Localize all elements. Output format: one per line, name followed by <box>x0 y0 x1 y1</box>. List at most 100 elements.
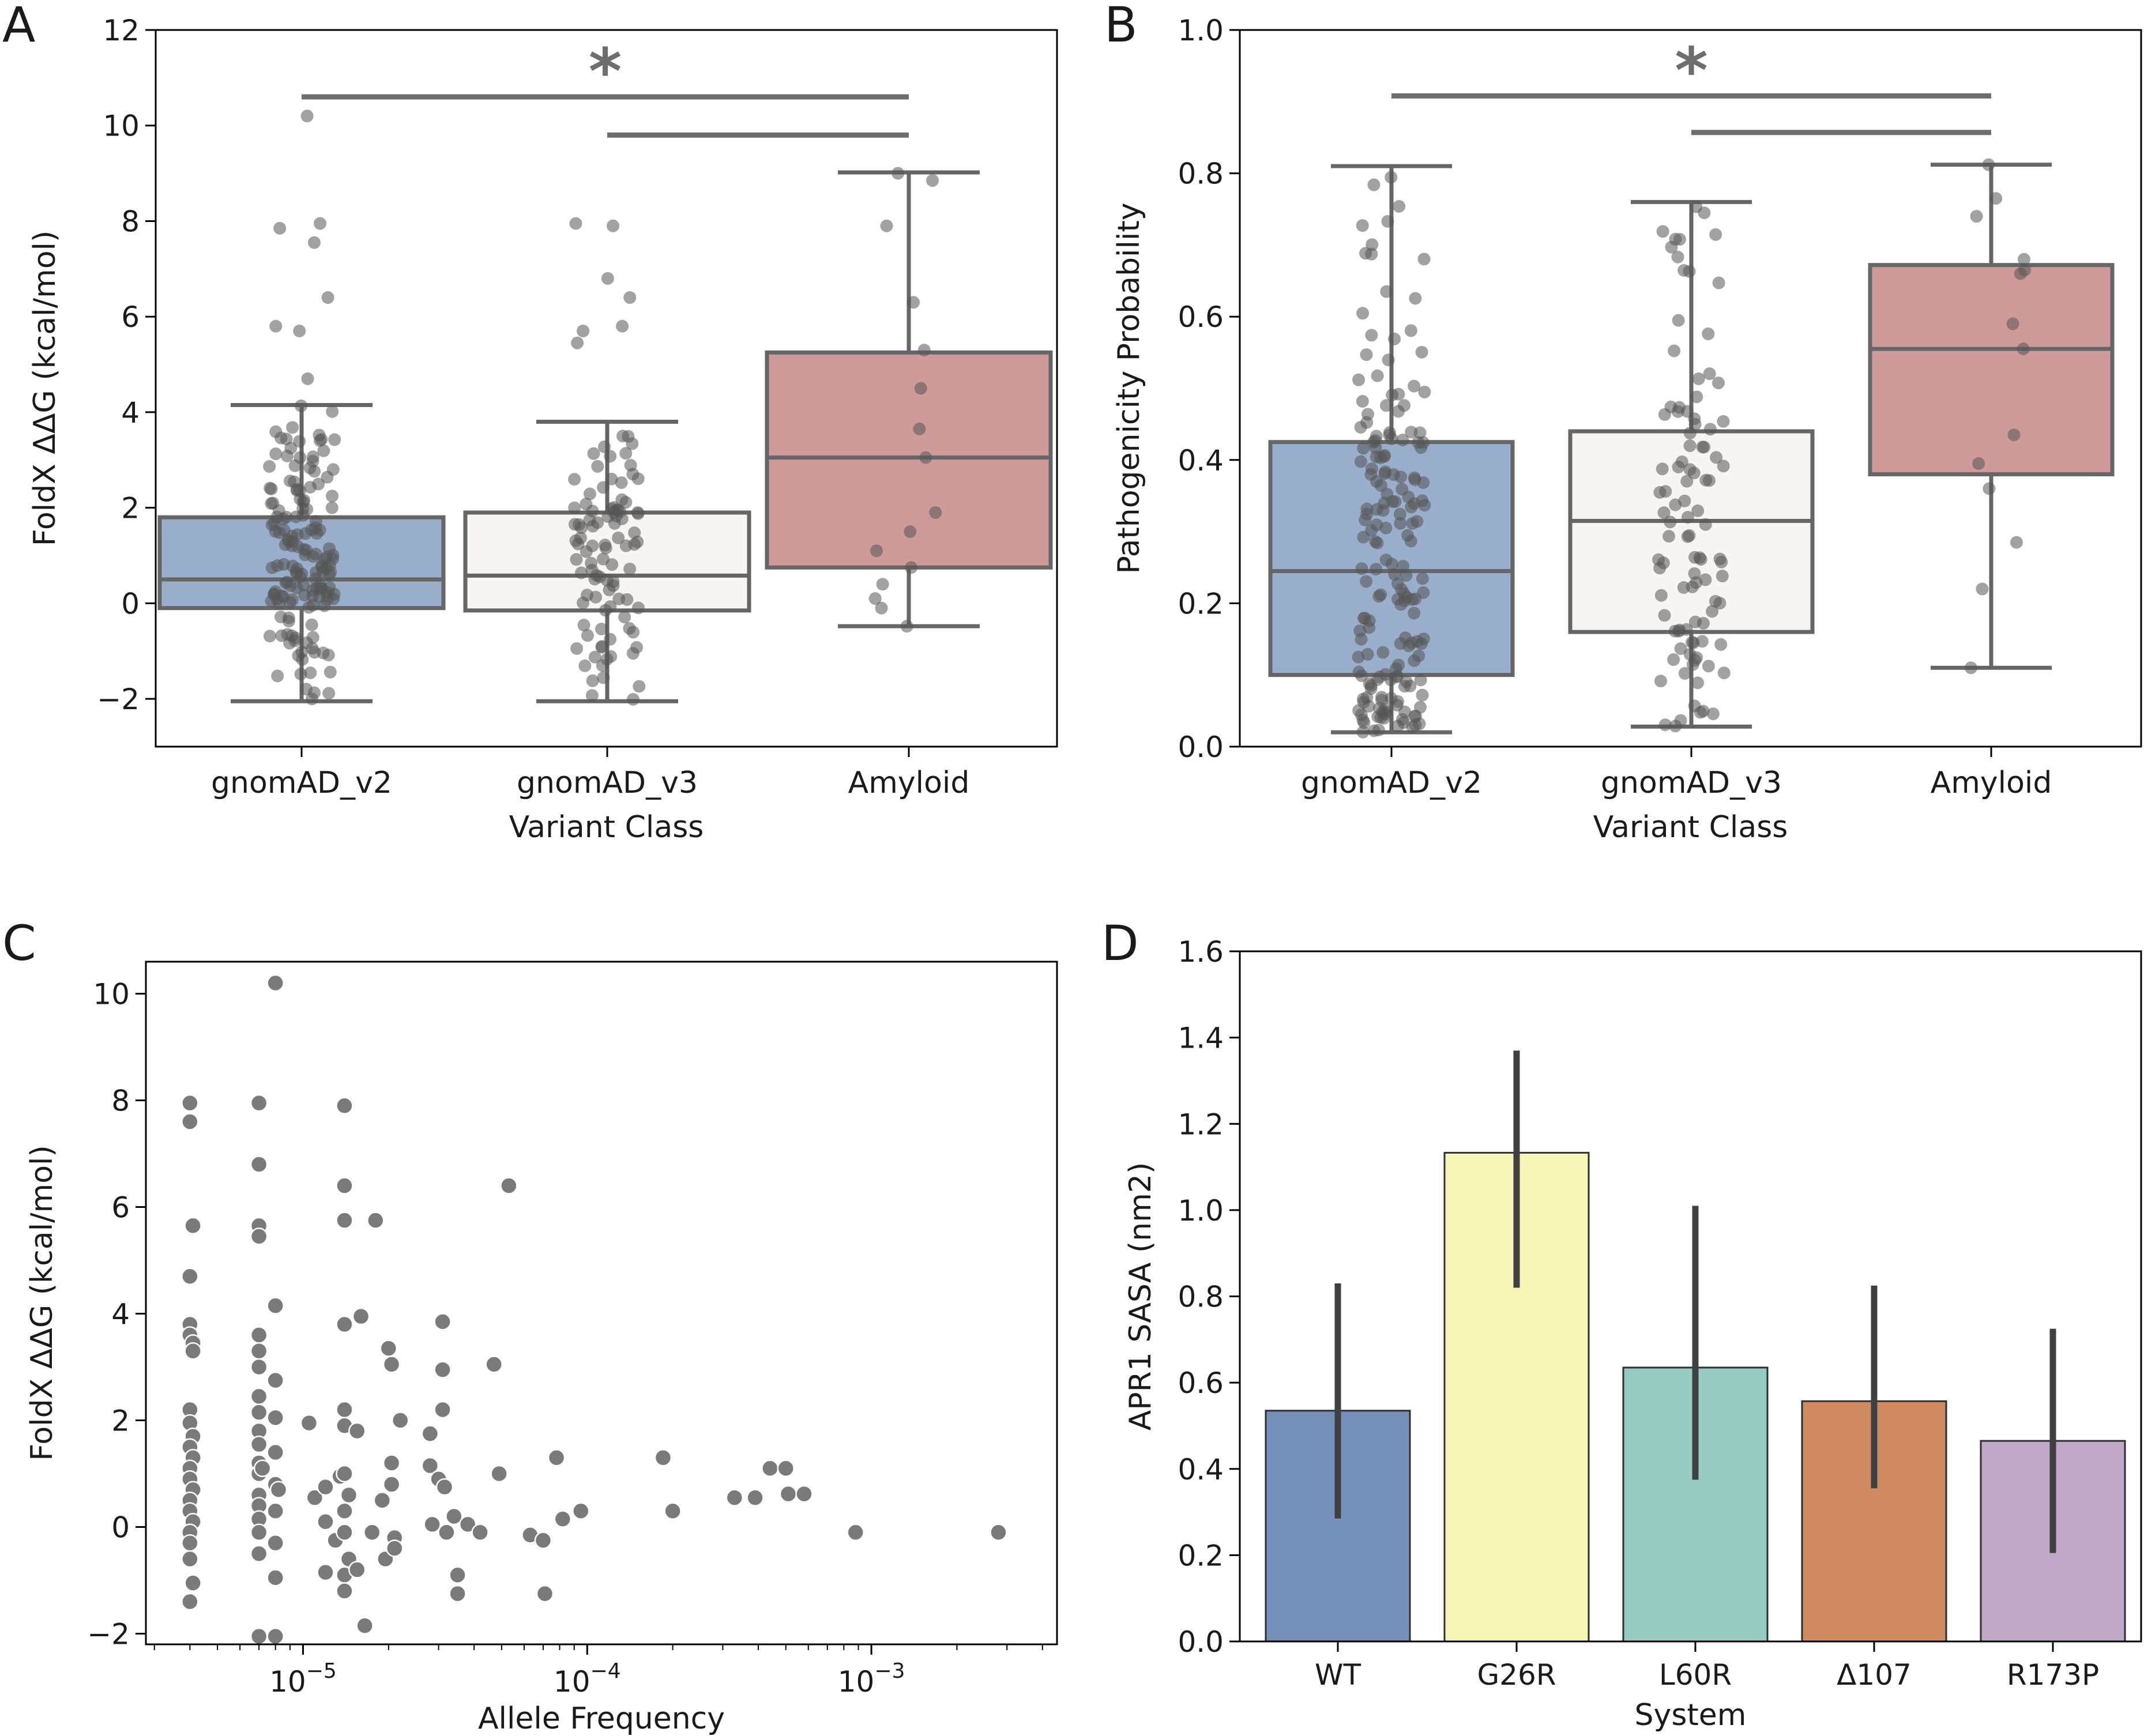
panel-a-strip-point <box>571 336 584 349</box>
panel-b-strip-point <box>1709 594 1722 608</box>
panel-c-y-tick-label: 6 <box>111 1191 130 1225</box>
panel-d-x-tick-label: R173P <box>2007 1658 2099 1692</box>
panel-a-strip-point <box>612 531 625 544</box>
panel-c-scatter-point <box>725 1489 744 1507</box>
panel-c-scatter-point <box>379 1339 398 1357</box>
panel-a-strip-point <box>868 592 882 605</box>
panel-b-strip-point <box>1662 530 1676 543</box>
panel-a-strip-point <box>604 600 617 613</box>
panel-b-strip-point <box>1416 572 1429 585</box>
panel-a-strip-point <box>274 431 288 445</box>
panel-b-strip-point <box>1412 649 1425 662</box>
panel-b-y-tick-label: 0.0 <box>1178 730 1224 764</box>
panel-a-strip-point <box>274 610 287 623</box>
panel-a-strip-point <box>322 687 336 700</box>
panel-a-strip-point <box>588 650 601 664</box>
panel-b: B * 0.00.20.40.60.81.0 gnomAD_v2 gnomAD_v… <box>1104 0 2142 845</box>
panel-c-scatter-point <box>181 1094 199 1112</box>
panel-b-strip-point <box>1383 426 1396 439</box>
panel-a-strip-point <box>281 449 294 462</box>
panel-b-strip-point <box>1715 555 1728 568</box>
panel-c-scatter-point <box>266 1569 284 1587</box>
panel-a-strip-point <box>293 435 306 448</box>
panel-a-strip-point <box>595 622 608 635</box>
panel-a-strip-point <box>870 544 883 558</box>
panel-a-strip-point <box>300 110 314 123</box>
panel-c-scatter-point <box>250 1155 268 1173</box>
panel-b-strip-point <box>1366 238 1379 251</box>
panel-a-strip-point <box>577 596 590 609</box>
panel-a-strip-point <box>904 525 917 539</box>
panel-c-scatter-point <box>434 1313 452 1331</box>
panel-c-scatter-point <box>250 1545 268 1562</box>
panel-c-scatter-point <box>382 1355 401 1373</box>
panel-a-strip-point <box>618 611 631 624</box>
panel-c-scatter-point <box>434 1361 452 1379</box>
panel-a-strip-point <box>569 217 582 230</box>
panel-c-scatter-point <box>266 1297 284 1315</box>
panel-a-x-axis-label: Variant Class <box>509 810 704 845</box>
panel-a-strip-point <box>304 666 317 680</box>
panel-a-x-tick-label: gnomAD_v3 <box>517 766 698 800</box>
panel-a-strip-point <box>326 489 339 503</box>
panel-a-strip-point <box>585 556 598 570</box>
panel-b-strip-point <box>1352 650 1365 664</box>
panel-b-y-tick-label: 0.6 <box>1178 300 1224 334</box>
panel-a-strip-point <box>586 504 599 518</box>
panel-a-strip-point <box>601 272 614 285</box>
panel-b-y-ticks: 0.0 0.2 0.4 0.6 0.8 1.0 <box>1178 14 1240 764</box>
panel-b-strip-point <box>1401 529 1414 542</box>
panel-c-y-tick-label: 10 <box>93 978 130 1011</box>
panel-b-strip-point <box>1392 658 1405 672</box>
panel-b-strip-point <box>1683 265 1696 278</box>
panel-a-strip-point <box>321 291 334 304</box>
panel-a-strip-point <box>265 518 279 532</box>
panel-a-strip-point <box>597 481 610 494</box>
panel-a-strip-point <box>593 570 607 583</box>
panel-b-strip-point <box>1691 676 1705 690</box>
panel-b-strip-point <box>1687 466 1701 480</box>
panel-a-strip-point <box>273 221 287 235</box>
panel-a-strip-point <box>623 291 637 304</box>
panel-b-strip-point <box>1694 553 1707 566</box>
panel-a-significance-star: * <box>589 35 622 108</box>
panel-b-strip-point <box>1385 171 1398 184</box>
panel-a: A * −2 0 2 4 6 8 10 12 gnomAD_v2 gnomAD_v3 Amyloi… <box>2 0 1058 845</box>
panel-b-strip-point <box>1653 562 1667 575</box>
panel-c-scatter-point <box>547 1449 566 1467</box>
panel-c-scatter-point <box>250 1523 268 1541</box>
panel-a-strip-point <box>905 561 918 574</box>
panel-b-strip-point <box>1694 706 1707 719</box>
panel-c-y-tick-label: 2 <box>111 1404 130 1438</box>
panel-a-strip-point <box>266 496 280 510</box>
panel-a-strip-point <box>626 437 639 450</box>
panel-b-strip-point <box>1712 276 1725 289</box>
panel-b-strip-point <box>1365 462 1378 476</box>
panel-b-strip-point <box>1672 461 1685 474</box>
panel-c-scatter-point <box>306 1489 324 1507</box>
panel-b-strip-point <box>1680 405 1694 418</box>
panel-b-strip-point <box>1717 460 1730 473</box>
panel-a-strip-point <box>301 372 314 385</box>
panel-c-scatter-point <box>367 1211 385 1229</box>
panel-b-strip-point <box>1355 669 1368 682</box>
panel-d-y-tick-label: 1.6 <box>1178 935 1224 969</box>
panel-b-strip-point <box>1658 408 1671 421</box>
panel-b-y-tick-label: 0.4 <box>1178 444 1224 477</box>
panel-b-strip-point <box>1683 439 1697 453</box>
panel-a-strip-point <box>307 236 321 249</box>
panel-c-scatter-point <box>356 1617 374 1635</box>
panel-b-strip-point <box>1989 192 2003 205</box>
panel-c-scatter-point <box>181 1550 199 1568</box>
panel-b-strip-point <box>1360 348 1373 361</box>
panel-b-strip-point <box>1386 389 1399 402</box>
panel-a-strip-point <box>926 174 939 187</box>
panel-c-axes-frame <box>145 961 1058 1645</box>
panel-b-strip-point <box>1702 660 1715 673</box>
panel-a-strip-point <box>263 630 276 643</box>
panel-c-scatter-point <box>266 974 284 992</box>
panel-b-strip-point <box>1656 225 1669 238</box>
panel-a-strip-point <box>587 447 600 460</box>
panel-b-strip-point <box>1409 292 1422 305</box>
